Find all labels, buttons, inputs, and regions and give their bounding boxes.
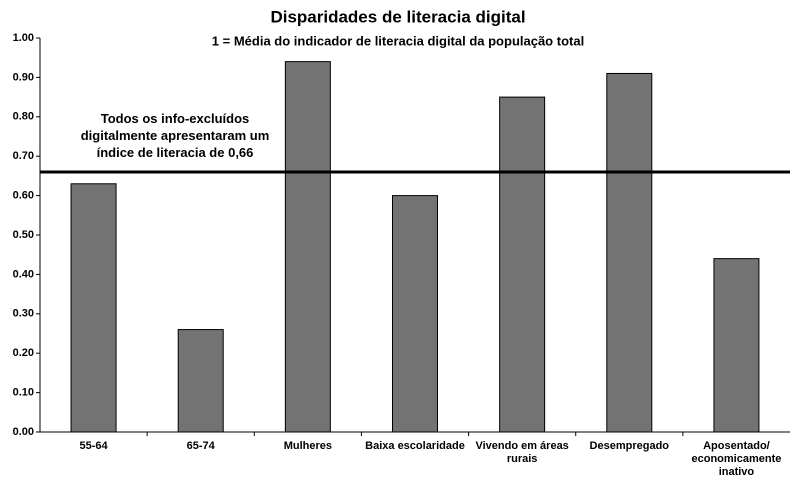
x-tick-label: 55-64 <box>79 440 108 452</box>
x-tick-label: Desempregado <box>589 440 670 452</box>
y-tick-label: 0.10 <box>13 387 34 399</box>
y-tick-label: 0.20 <box>13 347 34 359</box>
bar <box>177 329 224 433</box>
bar <box>392 195 438 433</box>
bar <box>606 72 653 433</box>
y-tick-label: 0.00 <box>13 426 34 438</box>
y-tick-label: 0.50 <box>13 229 34 241</box>
x-tick-label: Mulheres <box>283 440 332 452</box>
bar <box>499 96 546 433</box>
y-tick-label: 1.00 <box>13 32 34 44</box>
bar <box>284 61 331 433</box>
chart-title: Disparidades de literacia digital <box>270 7 525 26</box>
x-tick-label: 65-74 <box>186 440 215 452</box>
y-tick-label: 0.90 <box>13 71 34 83</box>
x-tick-label: Vivendo em áreas rurais <box>475 440 569 465</box>
y-tick-label: 0.70 <box>13 150 34 162</box>
x-tick-label: Aposentado/ economicamente inativo <box>691 440 782 478</box>
x-tick-label: Baixa escolaridade <box>365 440 465 452</box>
bar <box>70 183 117 433</box>
reference-annotation: Todos os info-excluídos digitalmente apr… <box>80 110 270 160</box>
y-tick-label: 0.30 <box>13 308 34 320</box>
y-tick-label: 0.60 <box>13 190 34 202</box>
bar <box>713 258 760 433</box>
chart-subtitle: 1 = Média do indicador de literacia digi… <box>212 33 584 48</box>
y-tick-label: 0.80 <box>13 111 34 123</box>
y-tick-label: 0.40 <box>13 268 34 280</box>
